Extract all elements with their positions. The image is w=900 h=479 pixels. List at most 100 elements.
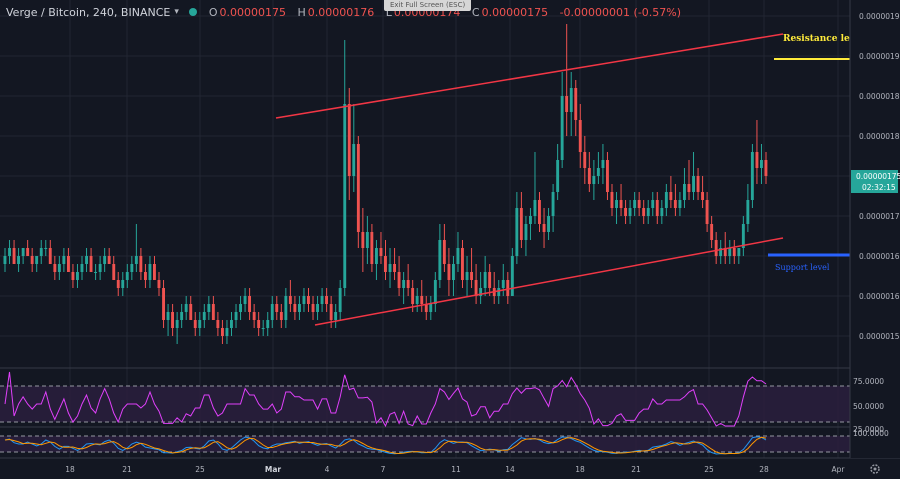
candle-body [402, 280, 406, 288]
candle [488, 264, 492, 296]
candle-body [574, 88, 578, 120]
candle [284, 288, 288, 328]
candle-body [279, 312, 283, 320]
candle [334, 304, 338, 328]
candle [279, 304, 283, 328]
candle [148, 256, 152, 288]
candle [189, 296, 193, 320]
candle-body [583, 152, 587, 168]
candle-body [112, 264, 116, 280]
candle-body [642, 208, 646, 216]
candle [134, 224, 138, 272]
candle-body [320, 296, 324, 304]
time-tick-label: 11 [451, 465, 461, 474]
candle-body [760, 160, 763, 168]
candle [646, 200, 650, 224]
open-value: 0.00000175 [219, 5, 287, 19]
price-tick-label: 0.00000160 [859, 292, 900, 301]
settings-gear-icon[interactable] [870, 464, 880, 474]
exit-fullscreen-tooltip: Exit Full Screen (ESC) [384, 0, 472, 11]
candle-body [723, 248, 727, 256]
candle-body [556, 160, 560, 192]
candle [601, 144, 605, 184]
candle [587, 152, 591, 192]
candle-body [750, 152, 754, 200]
candle [44, 240, 48, 256]
candle [506, 272, 510, 304]
candle-body [452, 264, 455, 280]
candle-body [175, 320, 179, 328]
rsi-tick-label: 25.0000 [853, 425, 884, 434]
candle-body [189, 304, 193, 320]
candle-body [633, 200, 637, 208]
candle-body [524, 224, 528, 240]
candle-body [347, 104, 351, 176]
candle-body [139, 256, 143, 272]
candle [216, 312, 220, 336]
candle [67, 248, 70, 272]
candle [288, 280, 292, 312]
candle-body [121, 280, 125, 288]
candle-body [510, 256, 514, 296]
stoch-band [0, 436, 850, 452]
candle [397, 256, 401, 296]
candle-body [284, 296, 288, 320]
candle-body [565, 96, 569, 112]
candle-body [596, 168, 600, 176]
candle [325, 288, 328, 312]
time-tick-label: 25 [195, 465, 205, 474]
candle [261, 320, 265, 336]
candle-body [456, 248, 460, 264]
candle-body [538, 200, 541, 224]
candle [239, 296, 242, 320]
candle-body [17, 256, 20, 264]
time-tick-label: 28 [759, 465, 769, 474]
candle [456, 232, 460, 272]
symbol-dropdown-icon[interactable]: ▾ [174, 7, 179, 17]
candle-body [230, 320, 233, 328]
candle-body [461, 248, 464, 280]
candle [307, 288, 310, 312]
low-label: L [385, 5, 392, 19]
candle [53, 256, 57, 280]
stoch-k-line [4, 436, 767, 455]
time-tick-label: Apr [832, 465, 846, 474]
candle-body [624, 208, 627, 216]
candle [26, 240, 30, 256]
candle-body [375, 248, 378, 264]
candle [538, 192, 541, 232]
candle [424, 296, 428, 320]
candle [583, 136, 587, 184]
symbol-title[interactable]: Verge / Bitcoin, 240, BINANCE [6, 5, 171, 19]
candle-body [44, 248, 48, 249]
candle-body [338, 288, 342, 312]
candle [760, 144, 763, 184]
candle [642, 200, 646, 224]
stoch-tick-label: 100.0000 [853, 429, 889, 438]
candle [750, 144, 754, 208]
gear-center [873, 467, 877, 471]
candle-body [547, 216, 550, 232]
candle-body [26, 248, 30, 256]
time-axis-background [0, 459, 900, 479]
candle-body [316, 304, 319, 312]
candle-body [162, 288, 165, 320]
candle-body [683, 184, 686, 200]
candle [17, 248, 20, 272]
candle [542, 208, 546, 248]
candle [153, 256, 156, 280]
candle-body [411, 288, 415, 304]
candle [442, 224, 446, 272]
candle [35, 256, 39, 272]
candle-body [601, 160, 605, 168]
candle [678, 192, 682, 216]
candle-body [529, 216, 532, 224]
candle-body [442, 240, 446, 264]
market-status-icon [188, 8, 197, 16]
candle [551, 184, 555, 232]
rsi-pane [0, 371, 850, 428]
candle-body [157, 280, 161, 288]
candle [139, 248, 143, 280]
candle [574, 80, 578, 136]
